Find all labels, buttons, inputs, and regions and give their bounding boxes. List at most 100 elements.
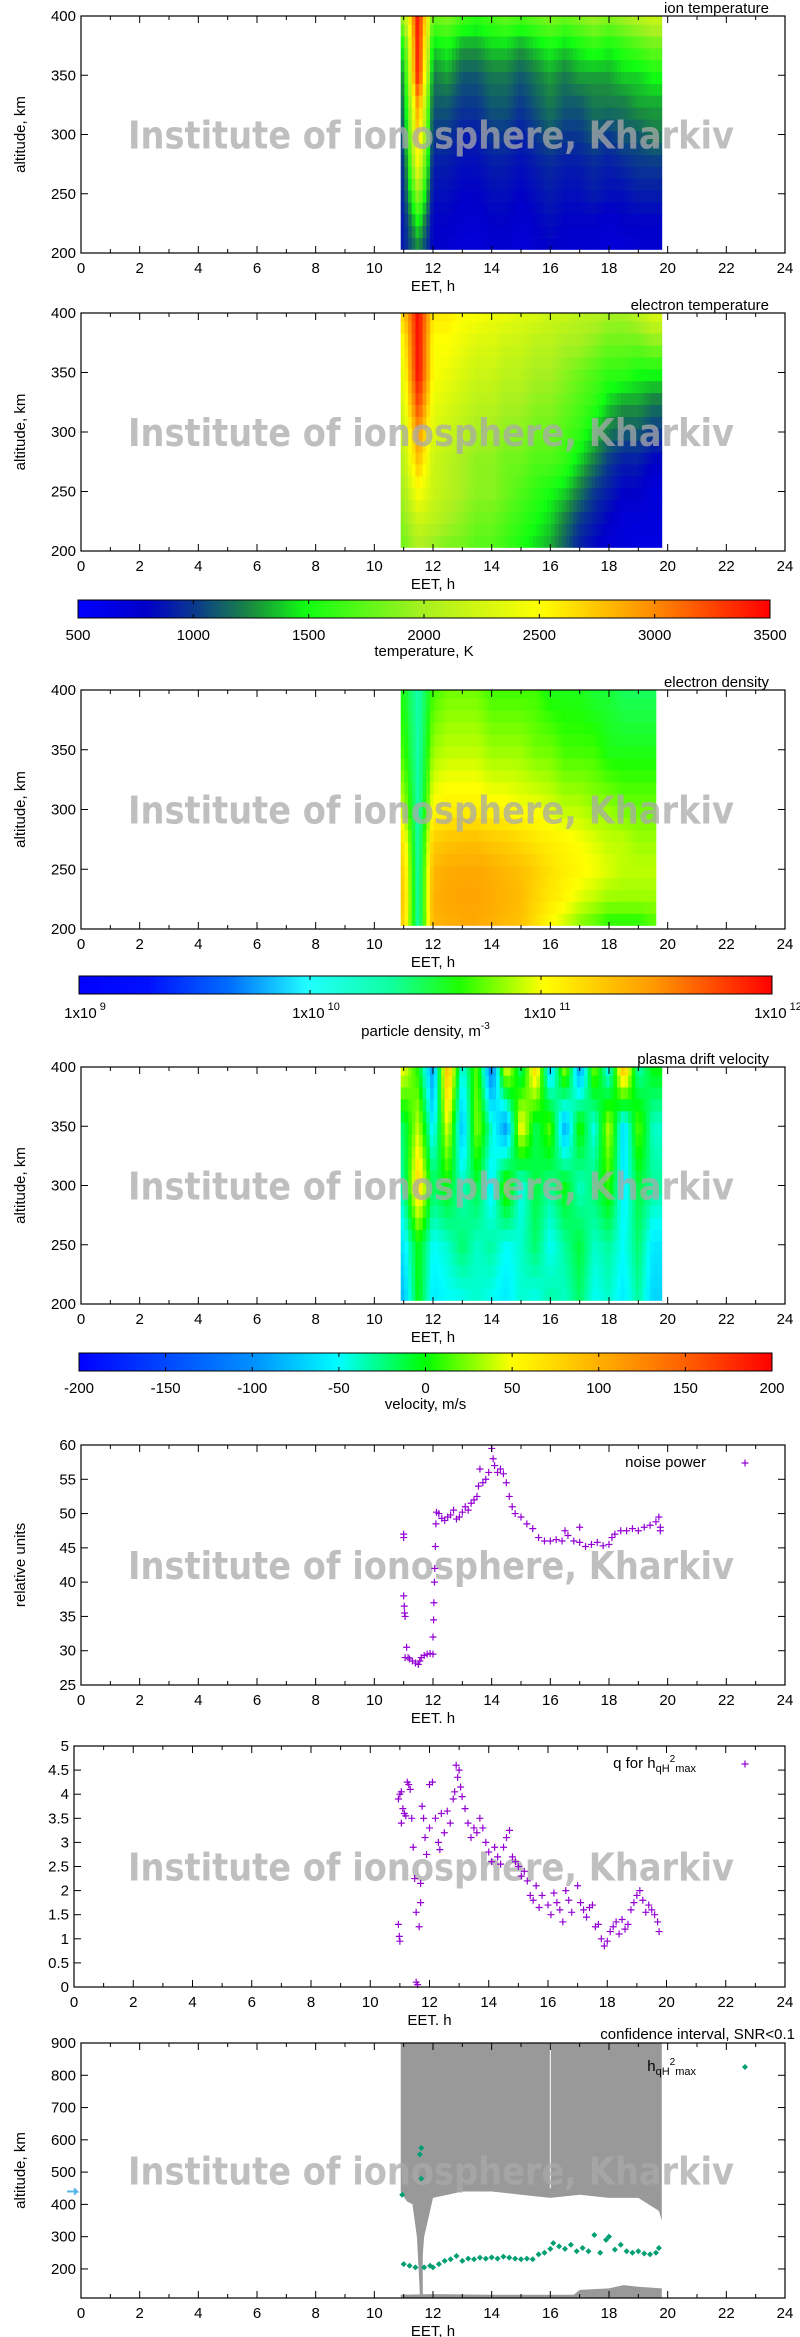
heatmap-cell: [452, 841, 457, 855]
heatmap-cell: [521, 758, 526, 771]
heatmap-cell: [415, 877, 420, 890]
heatmap-cell: [485, 225, 490, 238]
heatmap-cell: [521, 213, 526, 227]
heatmap-cell: [576, 722, 581, 735]
heatmap-cell: [437, 1264, 442, 1278]
heatmap-cell: [503, 440, 508, 453]
heatmap-cell: [510, 853, 515, 866]
heatmap-cell: [529, 154, 534, 167]
heatmap-cell: [470, 1158, 475, 1171]
heatmap-cell: [437, 770, 442, 783]
heatmap-cell: [562, 190, 567, 203]
heatmap-cell: [466, 1253, 471, 1266]
heatmap-cell: [562, 380, 567, 394]
heatmap-cell: [488, 24, 493, 37]
heatmap-cell: [646, 202, 651, 215]
heatmap-cell: [532, 142, 537, 156]
heatmap-cell: [646, 889, 651, 902]
heatmap-cell: [558, 107, 563, 120]
heatmap-cell: [452, 1229, 457, 1242]
heatmap-cell: [631, 511, 636, 524]
heatmap-cell: [525, 511, 530, 524]
x-tick-label: 4: [194, 260, 202, 277]
heatmap-cell: [441, 142, 446, 156]
heatmap-cell: [613, 487, 618, 501]
heatmap-cell: [514, 404, 519, 417]
heatmap-cell: [455, 190, 460, 203]
heatmap-cell: [595, 746, 600, 759]
heatmap-cell: [510, 464, 515, 477]
heatmap-cell: [433, 345, 438, 358]
heatmap-cell: [628, 428, 633, 441]
heatmap-cell: [433, 734, 438, 747]
heatmap-cell: [532, 24, 537, 37]
heatmap-cell: [543, 499, 548, 513]
heatmap-cell: [521, 36, 526, 49]
heatmap-cell: [565, 71, 570, 84]
heatmap-cell: [532, 698, 537, 711]
heatmap-cell: [441, 913, 446, 926]
heatmap-cell: [624, 202, 629, 215]
heatmap-cell: [503, 901, 508, 914]
heatmap-cell: [591, 865, 596, 879]
heatmap-cell: [499, 142, 504, 156]
heatmap-cell: [591, 404, 596, 417]
heatmap-cell: [653, 321, 658, 334]
heatmap-cell: [474, 1067, 479, 1076]
heatmap-cell: [532, 829, 537, 843]
heatmap-cell: [466, 746, 471, 759]
heatmap-cell: [540, 782, 545, 795]
heatmap-cell: [408, 107, 413, 120]
heatmap-cell: [606, 166, 611, 179]
heatmap-cell: [422, 1158, 427, 1171]
heatmap-cell: [639, 841, 644, 855]
heatmap-cell: [422, 130, 427, 144]
heatmap-cell: [400, 1158, 405, 1171]
heatmap-cell: [521, 404, 526, 417]
heatmap-cell: [415, 392, 420, 405]
heatmap-cell: [470, 1288, 475, 1301]
heatmap-cell: [540, 392, 545, 405]
x-tick-label: 24: [777, 936, 794, 953]
heatmap-cell: [444, 853, 449, 866]
heatmap-cell: [653, 119, 658, 132]
heatmap-cell: [400, 313, 405, 322]
y-tick-label: 250: [51, 484, 76, 501]
x-tick-label: 18: [601, 558, 618, 575]
heatmap-cell: [551, 83, 556, 96]
heatmap-cell: [565, 523, 570, 536]
heatmap-cell: [422, 476, 427, 489]
heatmap-cell: [639, 698, 644, 711]
heatmap-cell: [426, 476, 431, 489]
heatmap-cell: [602, 698, 607, 711]
heatmap-cell: [518, 202, 523, 215]
heatmap-cell: [562, 487, 567, 501]
heatmap-cell: [642, 499, 647, 513]
heatmap-cell: [551, 452, 556, 465]
heatmap-cell: [474, 1099, 479, 1112]
heatmap-cell: [404, 1134, 409, 1147]
heatmap-cell: [624, 380, 629, 394]
heatmap-cell: [510, 154, 515, 167]
heatmap-cell: [411, 1067, 416, 1076]
heatmap-cell: [573, 511, 578, 524]
heatmap-cell: [617, 404, 622, 417]
heatmap-cell: [437, 416, 442, 429]
heatmap-cell: [609, 710, 614, 723]
heatmap-cell: [441, 130, 446, 144]
heatmap-cell: [411, 380, 416, 394]
heatmap-cell: [400, 511, 405, 524]
heatmap-cell: [441, 746, 446, 759]
heatmap-cell: [430, 734, 435, 747]
heatmap-cell: [415, 1110, 420, 1123]
heatmap-cell: [463, 487, 468, 501]
heatmap-cell: [657, 225, 662, 238]
heatmap-cell: [474, 48, 479, 61]
heatmap-cell: [551, 142, 556, 156]
heatmap-cell: [488, 237, 493, 250]
heatmap-cell: [521, 476, 526, 489]
heatmap-cell: [470, 130, 475, 144]
heatmap-cell: [606, 59, 611, 72]
heatmap-cell: [631, 190, 636, 203]
heatmap-cell: [448, 853, 453, 866]
